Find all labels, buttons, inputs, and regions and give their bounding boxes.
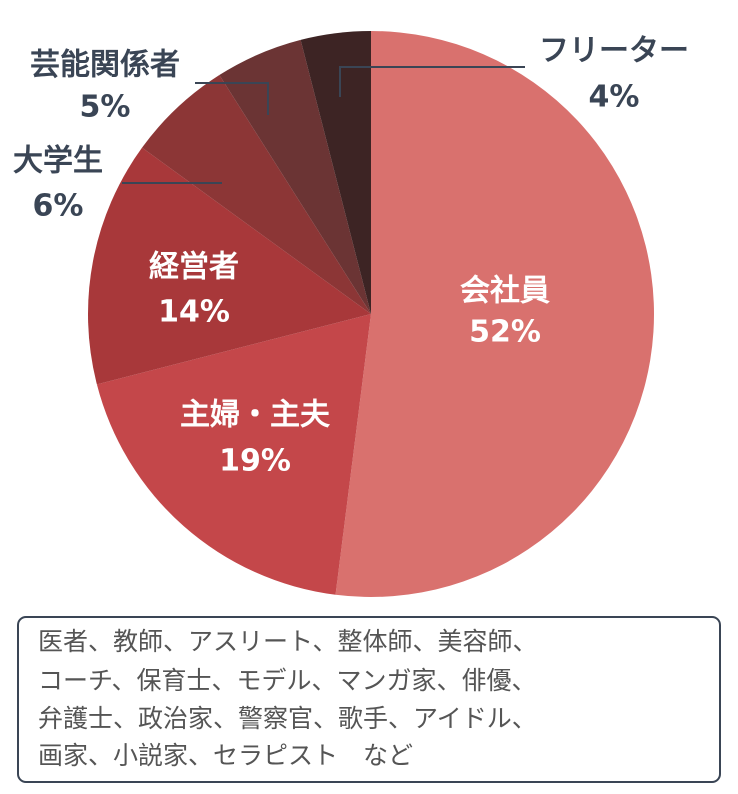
leader-lines (122, 66, 525, 184)
note-line: コーチ、保育士、モデル、マンガ家、俳優、 (38, 666, 537, 695)
pie-slice (142, 75, 371, 314)
value-label: 5% (80, 90, 131, 125)
value-label: 19% (219, 444, 291, 479)
slice-label: 経営者 (149, 250, 239, 285)
slice-label: 大学生 (13, 144, 103, 179)
value-label: 52% (469, 315, 541, 350)
note-box (17, 616, 721, 783)
note-line: 画家、小説家、セラピスト など (38, 741, 413, 770)
leader-line (339, 66, 525, 97)
pie-slice (88, 147, 371, 385)
pie-slice (96, 314, 372, 595)
slice-label: 芸能関係者 (30, 48, 180, 83)
pie-slice (219, 39, 371, 315)
pie (88, 31, 654, 597)
slice-label: 主婦・主夫 (180, 398, 331, 433)
value-label: 14% (158, 295, 230, 330)
note-line: 弁護士、政治家、警察官、歌手、アイドル、 (38, 704, 537, 733)
note-line: 医者、教師、アスリート、整体師、美容師、 (38, 627, 538, 656)
slice-label: 会社員 (460, 274, 550, 309)
slice-label: フリーター (539, 34, 689, 69)
leader-line (195, 82, 269, 115)
pie-slice (300, 31, 371, 314)
value-label: 4% (589, 80, 640, 115)
value-label: 6% (33, 189, 84, 224)
pie-slice (335, 31, 654, 597)
